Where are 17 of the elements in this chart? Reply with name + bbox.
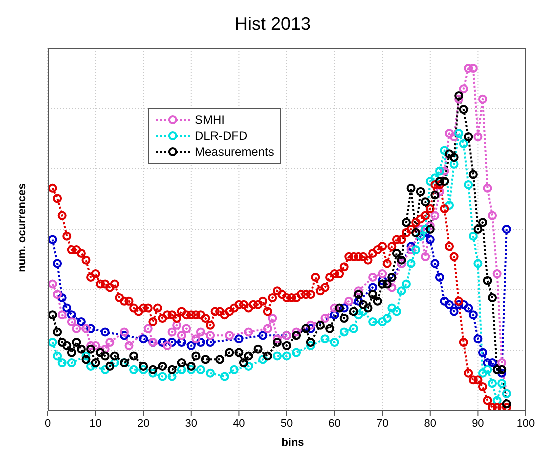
x-tick-label: 30 <box>185 418 198 430</box>
x-tick-label: 10 <box>90 418 102 430</box>
x-tick-label: 40 <box>233 418 246 430</box>
legend-label: Measurements <box>195 145 274 159</box>
legend-label: DLR-DFD <box>195 129 248 143</box>
x-tick-label: 20 <box>137 418 150 430</box>
x-tick-label: 60 <box>328 418 341 430</box>
x-tick-label: 50 <box>280 418 294 430</box>
legend-label: SMHI <box>195 113 225 127</box>
x-axis-title: bins <box>280 437 306 449</box>
x-tick-label: 70 <box>376 418 389 430</box>
x-tick-label: 100 <box>516 418 536 430</box>
chart-title: Hist 2013 <box>234 14 312 35</box>
x-tick-label: 80 <box>424 418 437 430</box>
x-tick-label: 90 <box>472 418 484 430</box>
x-tick-label: 0 <box>44 418 52 430</box>
y-axis-title: num. ocurrences <box>16 182 28 274</box>
